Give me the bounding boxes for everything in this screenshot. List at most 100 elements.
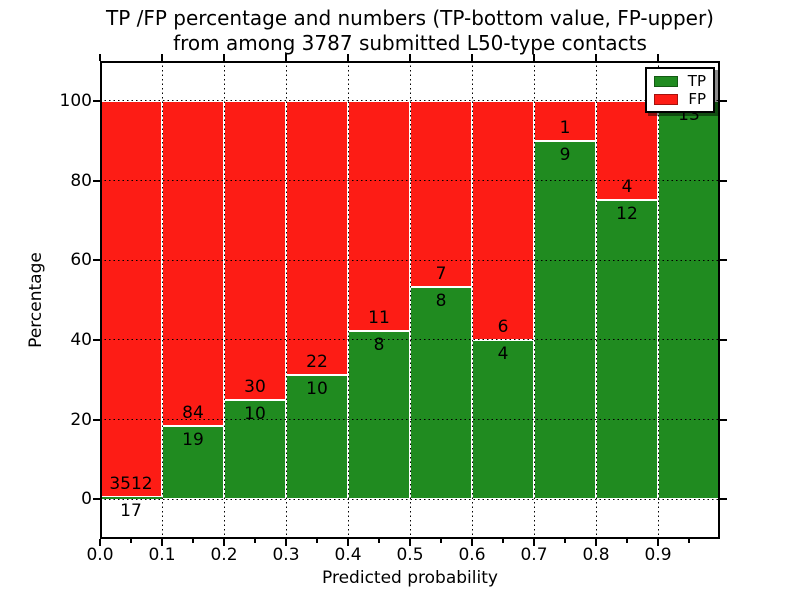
y-tick-label: 0 <box>81 489 92 510</box>
gridline-vertical <box>595 61 597 539</box>
gridline-vertical <box>347 61 349 539</box>
y-tick-major-right <box>720 498 727 501</box>
x-tick-minor <box>502 539 504 543</box>
x-tick-minor <box>316 539 318 543</box>
gridline-vertical <box>533 61 535 539</box>
y-tick-label: 20 <box>70 409 92 430</box>
gridline-vertical <box>161 61 163 539</box>
x-tick-label: 0.7 <box>520 545 548 565</box>
fp-swatch-icon <box>654 93 679 105</box>
y-tick-label: 60 <box>70 250 92 271</box>
gridline-vertical <box>471 61 473 539</box>
x-tick-major <box>161 539 163 546</box>
x-tick-major-top <box>533 54 535 61</box>
chart-title-line1: TP /FP percentage and numbers (TP-bottom… <box>106 6 714 30</box>
bar-label-tp: 10 <box>306 378 328 399</box>
bar-segment-fp <box>596 100 658 201</box>
gridline-vertical <box>223 61 225 539</box>
x-tick-minor <box>688 539 690 543</box>
tp-swatch-icon <box>654 75 678 87</box>
y-tick-major <box>93 179 100 182</box>
x-tick-label: 0.6 <box>458 545 486 565</box>
legend-item-tp: TP <box>654 73 706 89</box>
bar-segment-tp <box>410 286 472 500</box>
bar-segment-tp <box>348 331 410 500</box>
bar-segment-tp <box>224 399 286 500</box>
x-tick-label: 0.3 <box>272 545 300 565</box>
bar-label-fp: 3512 <box>109 474 153 495</box>
plot-spine-top <box>100 61 720 63</box>
bar-segment-tp <box>162 425 224 500</box>
x-tick-major <box>533 539 535 546</box>
plot-spine-left <box>100 61 102 539</box>
bar-label-tp: 17 <box>120 501 142 522</box>
x-tick-major-top <box>595 54 597 61</box>
x-tick-label: 0.9 <box>644 545 672 565</box>
bar-label-fp: 1 <box>559 117 571 138</box>
x-tick-label: 0.2 <box>210 545 238 565</box>
bar-segment-fp <box>348 100 410 332</box>
bar-segment-fp <box>224 100 286 400</box>
legend-label-fp: FP <box>688 90 706 108</box>
bar-label-fp: 84 <box>182 402 204 423</box>
y-tick-major-right <box>720 418 727 421</box>
plot-spine-bottom <box>100 537 720 539</box>
y-tick-major-right <box>720 179 727 182</box>
y-tick-major <box>93 99 100 102</box>
chart-title: TP /FP percentage and numbers (TP-bottom… <box>10 6 800 56</box>
x-tick-major-top <box>471 54 473 61</box>
x-tick-minor <box>378 539 380 543</box>
y-tick-major <box>93 418 100 421</box>
y-tick-major <box>93 498 100 501</box>
bar-segment-fp <box>472 100 534 340</box>
x-tick-major <box>285 539 287 546</box>
x-tick-minor <box>192 539 194 543</box>
x-tick-major-top <box>409 54 411 61</box>
bar-label-fp: 6 <box>497 316 509 337</box>
x-tick-major-top <box>285 54 287 61</box>
x-tick-major <box>347 539 349 546</box>
bar-segment-tp <box>100 497 162 500</box>
x-tick-label: 0.0 <box>86 545 114 565</box>
bar-segment-fp <box>410 100 472 287</box>
bar-label-fp: 30 <box>244 376 266 397</box>
y-tick-label: 80 <box>70 170 92 191</box>
gridline-vertical <box>409 61 411 539</box>
x-tick-major-top <box>99 54 101 61</box>
bar-segment-fp <box>162 100 224 426</box>
y-tick-major-right <box>720 99 727 102</box>
bar-label-tp: 10 <box>244 403 266 424</box>
bar-label-tp: 9 <box>559 144 571 165</box>
bar-label-tp: 8 <box>435 290 447 311</box>
bar-label-tp: 8 <box>373 335 385 356</box>
x-tick-minor <box>254 539 256 543</box>
x-tick-label: 0.8 <box>582 545 610 565</box>
legend-item-fp: FP <box>654 91 706 107</box>
gridline-vertical <box>657 61 659 539</box>
y-tick-major-right <box>720 259 727 262</box>
x-tick-major-top <box>223 54 225 61</box>
x-tick-major <box>471 539 473 546</box>
x-tick-minor <box>440 539 442 543</box>
bar-segment-fp <box>100 100 162 498</box>
x-tick-minor <box>626 539 628 543</box>
x-tick-label: 0.1 <box>148 545 176 565</box>
x-tick-major <box>409 539 411 546</box>
y-tick-major <box>93 338 100 341</box>
x-tick-major-top <box>657 54 659 61</box>
bar-segment-tp <box>658 100 720 500</box>
bar-label-fp: 4 <box>621 177 633 198</box>
bar-segment-tp <box>534 140 596 500</box>
bar-label-tp: 12 <box>616 204 638 225</box>
y-tick-major <box>93 259 100 262</box>
plot-area: 3512 17 84 19 30 10 22 10 11 8 7 8 6 4 1 9 4 12 13 <box>100 61 720 539</box>
x-tick-major <box>99 539 101 546</box>
bar-label-tp: 4 <box>497 343 509 364</box>
bar-label-fp: 22 <box>306 351 328 372</box>
legend-label-tp: TP <box>687 72 706 90</box>
x-tick-major-top <box>161 54 163 61</box>
x-axis-label: Predicted probability <box>322 568 498 588</box>
plot-spine-right <box>718 61 720 539</box>
x-tick-label: 0.4 <box>334 545 362 565</box>
